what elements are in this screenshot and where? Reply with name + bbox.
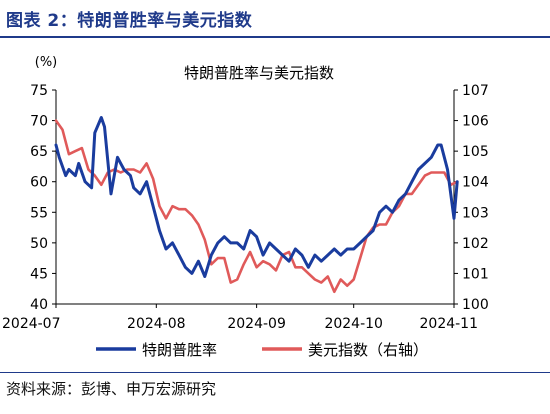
y-left-tick-label: 60 — [30, 175, 48, 191]
series-layer — [54, 116, 459, 294]
series-line-trump-odds — [54, 116, 459, 278]
x-tick-label: 2024-07 — [2, 316, 61, 332]
line-chart: 特朗普胜率与美元指数 (%) 40 45 50 55 60 65 70 75 100 101 102… — [2, 55, 489, 359]
y-left-tick-label: 50 — [30, 236, 48, 252]
y-left-tick-label: 45 — [30, 266, 48, 282]
y-right-tick-label: 103 — [462, 205, 489, 221]
y-right-tick-label: 101 — [462, 266, 489, 282]
x-tick-label: 2024-10 — [324, 316, 383, 332]
y-right-tick-label: 106 — [462, 114, 489, 130]
y-left-tick-label: 55 — [30, 205, 48, 221]
x-tick-label: 2024-08 — [127, 316, 186, 332]
axes: 40 45 50 55 60 65 70 75 100 101 102 103 104 105 106 107… — [2, 83, 489, 332]
footer-divider — [0, 372, 550, 373]
page-title: 图表 2：特朗普胜率与美元指数 — [6, 11, 253, 31]
series-line-dollar-index — [54, 119, 459, 294]
y-right-tick-label: 102 — [462, 236, 489, 252]
legend-label: 特朗普胜率 — [142, 341, 217, 359]
chart-title: 特朗普胜率与美元指数 — [184, 64, 334, 82]
y-left-tick-label: 40 — [30, 297, 48, 313]
x-tick-label: 2024-11 — [420, 316, 479, 332]
x-tick-label: 2024-09 — [227, 316, 286, 332]
legend: 特朗普胜率 美元指数（右轴） — [96, 341, 428, 359]
y-left-unit-label: (%) — [35, 55, 58, 70]
source-note: 资料来源：彭博、申万宏源研究 — [6, 380, 217, 398]
y-right-tick-label: 105 — [462, 144, 489, 160]
header-divider — [0, 36, 550, 38]
y-left-tick-label: 65 — [30, 144, 48, 160]
y-left-tick-label: 75 — [30, 83, 48, 99]
header: 图表 2：特朗普胜率与美元指数 — [0, 0, 550, 38]
y-right-tick-label: 107 — [462, 83, 489, 99]
y-right-tick-label: 100 — [462, 297, 489, 313]
y-right-tick-label: 104 — [462, 175, 489, 191]
legend-label: 美元指数（右轴） — [308, 341, 428, 359]
y-left-tick-label: 70 — [30, 114, 48, 130]
